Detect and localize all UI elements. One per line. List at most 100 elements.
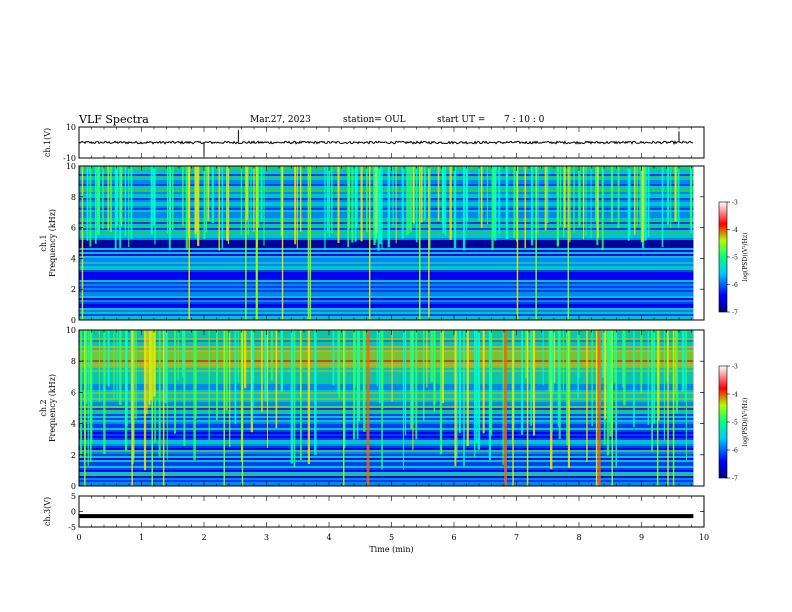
ch1-spec-streak (221, 166, 224, 249)
ch1-spec-band (79, 194, 694, 196)
ch2-spec-streak (357, 330, 361, 422)
ch1-spec-band (79, 222, 694, 224)
ch2-spec-band (79, 364, 694, 366)
ch1-spec-streak (491, 166, 494, 251)
ch2-spec-streak (300, 330, 302, 398)
ch1-spec-band (79, 274, 694, 276)
ch1-spec-band (79, 310, 694, 312)
ch2-spec-streak (463, 330, 465, 467)
time-axis-label: Time (min) (369, 545, 413, 554)
ch2-spec-streak (658, 330, 660, 421)
ch1-spec-streak (628, 166, 631, 237)
ch2-spec-streak (410, 330, 413, 430)
ch1-spec-sferic (81, 166, 84, 320)
ch1-spec-band (79, 300, 694, 302)
date-label: Mar.27, 2023 (250, 115, 311, 125)
ch1-spec-band (79, 294, 694, 296)
ch2-spec-band (79, 386, 694, 388)
ch2-spec-band (79, 422, 694, 424)
ch2-spec-streak (208, 330, 210, 440)
ch1-spec-streak (647, 166, 650, 238)
time-axis-tick-label: 3 (264, 533, 269, 542)
ch2-spec-band (79, 346, 694, 348)
ch2-spec-band (79, 450, 694, 452)
ch2-spec-sferic (131, 330, 133, 486)
ch2-spec-ytick-label: 6 (71, 388, 76, 397)
ch2-spec-sferic (656, 330, 659, 486)
ch2-spec-streak (606, 330, 610, 456)
ch2-spec-ytick-label: 4 (71, 420, 76, 429)
time-axis: 0 1 2 3 4 5 6 7 8 9 10 Time (min) (76, 533, 709, 554)
ch2-spec-band (79, 484, 694, 486)
ch1-spec-band (79, 258, 694, 260)
ch1-spec-streak (355, 166, 358, 228)
ch1-spec-band (79, 174, 694, 176)
ch1-spec-streak (379, 166, 382, 245)
ch2-spec-streak (174, 330, 177, 434)
ch2-spec-streak (80, 330, 83, 458)
ch2-spec-burst (504, 330, 507, 486)
ch2-spec-streak (623, 330, 626, 406)
ch2-spec-streak (458, 330, 462, 434)
ch2-spec-colorbar-tick-label: -5 (732, 420, 738, 427)
ch2-spec-streak (633, 330, 635, 428)
ch2-spec-sferic (667, 330, 669, 486)
ch2-spec-streak (426, 330, 428, 388)
ch1-spec-streak (644, 166, 647, 241)
ch2-spec-streak (177, 330, 179, 380)
ch1-spec-band (79, 176, 694, 178)
ch1-spec-streak (643, 166, 646, 231)
ch1-spec-streak (152, 166, 156, 225)
ch1-waveform-ylabel: ch.1(V) (43, 128, 52, 157)
ch1-spec-band (79, 280, 694, 282)
ch2-spec-streak (521, 330, 524, 435)
ch2-spec-sferic (343, 330, 345, 486)
ch2-spec-streak (415, 330, 418, 440)
ch1-spec-streak (150, 166, 153, 235)
ch2-spec-streak (280, 330, 283, 392)
ch2-spec-sferic (611, 330, 613, 486)
ch2-spec-sferic (672, 330, 675, 486)
ch2-spec-streak (684, 330, 686, 402)
ch1-spec-colorbar-label: log(PSD)(V²/Hz) (742, 233, 749, 282)
ch1-spec-streak (260, 166, 263, 222)
ch2-spec-streak (378, 330, 381, 404)
ch1-spec-band (79, 288, 694, 290)
ch2-spec-band (79, 434, 694, 436)
ch2-spec-band (79, 372, 694, 374)
start-time-value: 7 : 10 : 0 (504, 115, 545, 125)
ch2-spec-streak (557, 330, 559, 427)
ch1-spec-streak (406, 166, 409, 235)
ch2-spec-streak (609, 330, 612, 403)
ch1-spec-streak (185, 166, 188, 250)
ch2-spec-streak (663, 330, 666, 441)
ch1-spec-sferic (368, 166, 371, 320)
ch1-spec-sferic (307, 166, 310, 320)
ch1-spec-streak (328, 166, 330, 238)
ch1-spec-streak (408, 166, 410, 234)
ch1-spec-streak (429, 166, 431, 251)
ch2-spec-streak (130, 330, 132, 423)
ch2-spec-streak (502, 330, 504, 466)
ch2-spec-streak (166, 330, 168, 460)
ch1-spec-streak (124, 166, 127, 237)
ch1-spec-sferic (281, 166, 284, 320)
ch1-spec-streak (102, 166, 104, 230)
ch1-spec-sferic (309, 166, 312, 320)
ch2-spec-band (79, 396, 694, 398)
ch1-spec-band (79, 314, 694, 316)
ch1-spec-streak (578, 166, 581, 227)
ch2-spec-streak (183, 330, 186, 446)
ch1-spec-streak (546, 166, 549, 224)
ch1-spec-sferic (255, 166, 258, 320)
ch2-spec-band (79, 384, 694, 386)
ch1-spec-band (79, 232, 694, 234)
ch1-spec-streak (203, 166, 206, 240)
ch2-spec-streak (477, 330, 481, 450)
ch1-spec-streak (280, 166, 283, 237)
ch2-spec-streak (602, 330, 605, 378)
ch2-spec-band (79, 460, 694, 462)
ch1-spec-streak (531, 166, 534, 246)
ch2-spec-band (79, 464, 694, 466)
chart-title: VLF Spectra (79, 113, 149, 126)
